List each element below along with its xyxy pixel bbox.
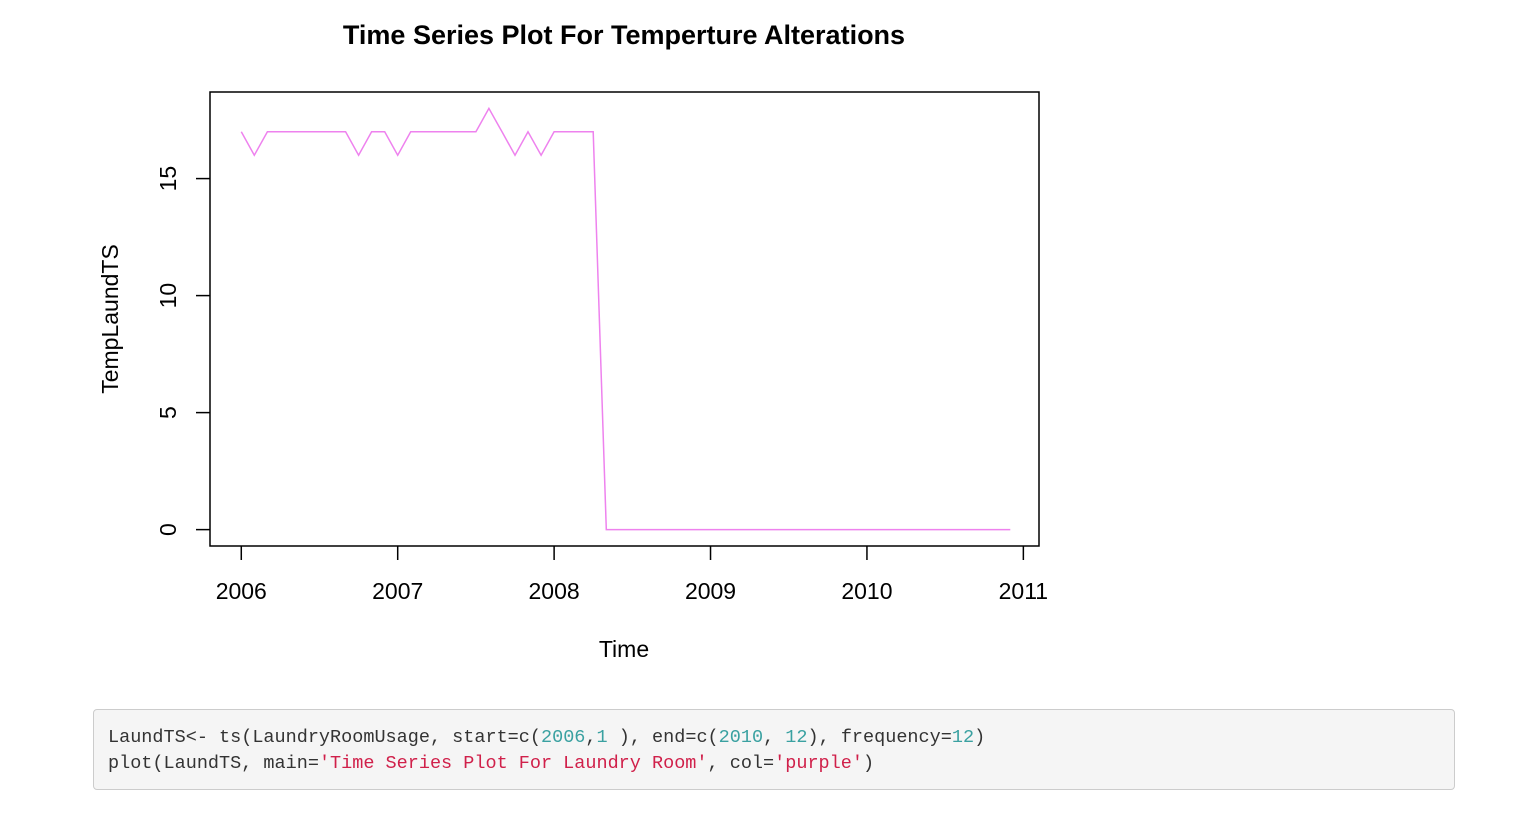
y-axis: 0 5 10 15 [155, 166, 210, 536]
code-token: 'Time Series Plot For Laundry Room' [318, 753, 708, 774]
code-token: 2006 [540, 727, 586, 748]
x-tick-label: 2007 [372, 578, 423, 604]
code-token: , [763, 727, 786, 748]
x-tick-label: 2008 [529, 578, 580, 604]
series-line-templaundts [240, 106, 1011, 531]
code-token: ), end=c( [607, 727, 719, 748]
code-token: ) [862, 753, 875, 774]
code-token: 'purple' [774, 753, 863, 774]
x-tick-label: 2009 [685, 578, 736, 604]
code-token: ) [974, 727, 986, 748]
code-token: 12 [785, 727, 808, 748]
code-line: LaundTS<- ts(LaundryRoomUsage, start=c(2… [108, 725, 1440, 751]
code-token: plot(LaundTS, main= [108, 753, 319, 774]
x-tick-label: 2006 [216, 578, 267, 604]
y-tick-label: 15 [155, 166, 181, 192]
x-axis-label: Time [599, 636, 649, 662]
x-tick-label: 2011 [999, 578, 1048, 604]
time-series-chart: Time Series Plot For Temperture Alterati… [97, 20, 1048, 662]
code-token: LaundTS<- ts(LaundryRoomUsage, start=c( [108, 727, 541, 748]
x-axis: 2006 2007 2008 2009 2010 2011 [216, 546, 1048, 604]
y-axis-label: TempLaundTS [97, 244, 123, 394]
code-token: , [585, 727, 597, 748]
y-tick-label: 10 [155, 283, 181, 309]
plot-frame [209, 91, 1040, 547]
code-block: LaundTS<- ts(LaundryRoomUsage, start=c(2… [93, 709, 1455, 790]
chart-title: Time Series Plot For Temperture Alterati… [343, 20, 905, 50]
code-token: 12 [951, 727, 975, 748]
code-token: 2010 [718, 727, 764, 748]
y-tick-label: 5 [155, 406, 181, 419]
y-tick-label: 0 [155, 523, 181, 536]
code-token: 1 [596, 727, 608, 748]
x-tick-label: 2010 [841, 578, 892, 604]
code-token: ), frequency= [807, 727, 952, 748]
code-token: , col= [707, 753, 775, 774]
code-line: plot(LaundTS, main='Time Series Plot For… [108, 751, 1440, 777]
